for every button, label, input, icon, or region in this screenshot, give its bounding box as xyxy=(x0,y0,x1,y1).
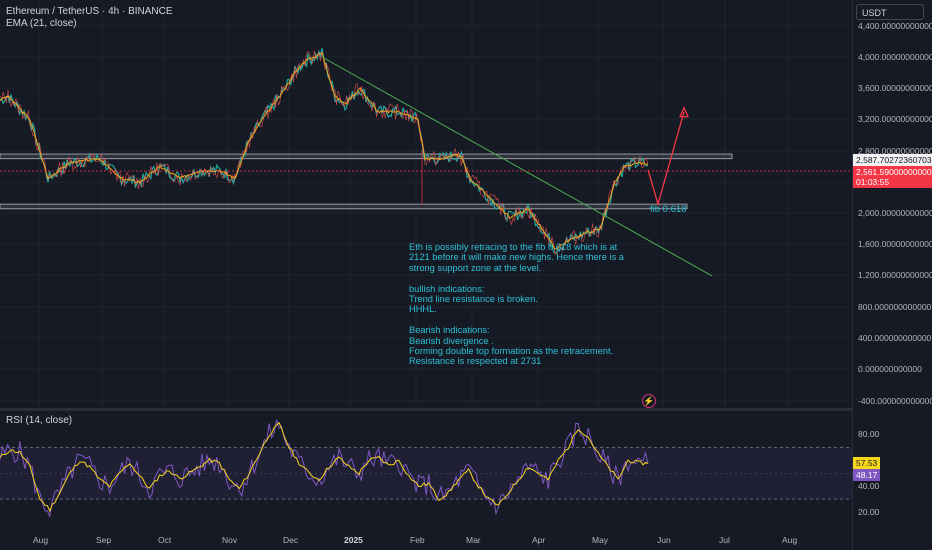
annotation-line: bullish indications: xyxy=(409,283,485,294)
price-axis-label: -400.000000000000 xyxy=(858,396,932,406)
price-axis-label: 1,200.000000000000 xyxy=(858,270,932,280)
time-axis-label: Jun xyxy=(657,535,671,545)
price-axis-label: 0.000000000000 xyxy=(858,364,922,374)
price-axis-label: 800.000000000000 xyxy=(858,302,932,312)
price-series-shadow xyxy=(0,50,649,255)
fib-label: fib 0.618 xyxy=(650,204,687,215)
price-axis-label: 400.000000000000 xyxy=(858,333,932,343)
price-axis-border xyxy=(852,0,853,550)
rsi-value-tag: 57.53 xyxy=(853,457,881,469)
price-axis-label: 1,600.000000000000 xyxy=(858,239,932,249)
projection-arrow-head xyxy=(678,106,690,118)
rsi-axis-label: 40.00 xyxy=(858,481,880,492)
zones xyxy=(0,153,733,210)
bar-countdown: 01:03:55 xyxy=(856,177,890,187)
time-axis-label: Oct xyxy=(158,535,172,545)
time-axis-label: Dec xyxy=(283,535,299,545)
rsi-line xyxy=(0,419,649,519)
rsi-axis-label: 80.00 xyxy=(858,429,880,440)
time-axis-label: Apr xyxy=(532,535,546,545)
annotation-line: Trend line resistance is broken. xyxy=(409,294,538,305)
annotation-line: Forming double top formation as the retr… xyxy=(409,346,614,357)
last-price-tag: 2,561.590000000000 01:03:55 xyxy=(853,166,932,188)
annotation-line: HHHL. xyxy=(409,304,437,315)
rsi-chart[interactable] xyxy=(0,411,852,533)
projection-path xyxy=(647,111,685,207)
rsi-axis-label: 20.00 xyxy=(858,507,880,518)
price-axis-label: 3,200.000000000000 xyxy=(858,114,932,124)
last-price-value: 2,561.590000000000 xyxy=(856,167,932,177)
annotation-line: 2121 before it will make new highs. Henc… xyxy=(409,252,624,263)
price-axis-label: 2,800.000000000000 xyxy=(858,146,932,156)
time-axis-label: May xyxy=(592,535,609,545)
annotation-line: Resistance is respected at 2731 xyxy=(409,356,542,367)
annotation-line xyxy=(409,315,639,325)
lightning-icon[interactable]: ⚡ xyxy=(642,394,656,408)
price-axis-label: 4,400.000000000000 xyxy=(858,21,932,31)
time-axis-label: Sep xyxy=(96,535,112,545)
price-chart[interactable] xyxy=(0,0,852,408)
annotation-line: Bearish divergence . xyxy=(409,335,494,346)
level-price-tag: 2,587.70272360703 xyxy=(853,154,932,166)
idea-annotation: Eth is possibly retracing to the fib 0.6… xyxy=(409,242,639,367)
price-axis-label: 2,000.000000000000 xyxy=(858,208,932,218)
annotation-line: strong support zone at the level. xyxy=(409,262,542,273)
time-axis-label: Mar xyxy=(466,535,481,545)
price-axis-label: 3,600.000000000000 xyxy=(858,83,932,93)
rsi-ma-tag: 48.17 xyxy=(853,469,881,481)
time-axis-label: Aug xyxy=(33,535,49,545)
currency-selector[interactable]: USDT xyxy=(856,4,924,20)
trendline xyxy=(321,56,713,277)
ema-legend[interactable]: EMA (21, close) xyxy=(6,18,77,29)
symbol-title[interactable]: Ethereum / TetherUS · 4h · BINANCE xyxy=(6,6,173,17)
price-series-line xyxy=(0,47,649,254)
time-axis-label: Jul xyxy=(719,535,730,545)
annotation-line: Eth is possibly retracing to the fib 0.6… xyxy=(409,242,618,252)
time-axis-label: Feb xyxy=(410,535,425,545)
resistance-zone xyxy=(0,153,733,160)
support-zone xyxy=(0,203,688,210)
time-axis-label: 2025 xyxy=(344,535,363,545)
annotation-line: Bearish indications: xyxy=(409,325,490,336)
time-axis-label: Nov xyxy=(222,535,238,545)
rsi-legend[interactable]: RSI (14, close) xyxy=(6,415,73,426)
rsi-ma-line xyxy=(0,421,649,513)
price-axis-label: 4,000.000000000000 xyxy=(858,52,932,62)
pane-divider[interactable] xyxy=(0,408,852,411)
ema-line xyxy=(0,52,649,250)
annotation-line xyxy=(409,273,639,283)
time-axis-label: Aug xyxy=(782,535,798,545)
